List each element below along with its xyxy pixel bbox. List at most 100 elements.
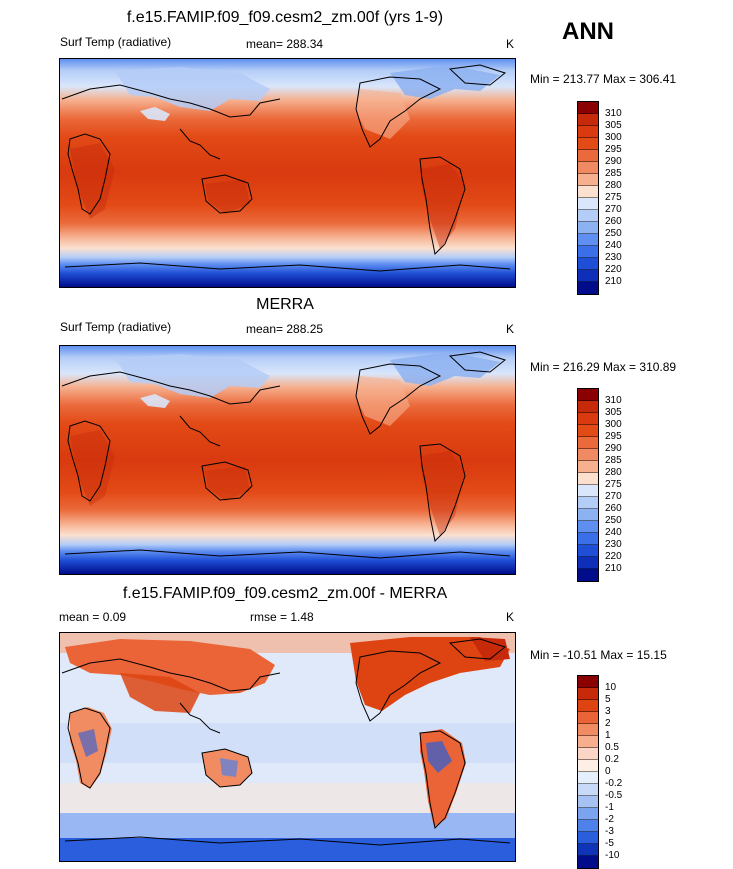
panel3-colorbar-swatch xyxy=(578,748,598,760)
panel1-colorbar-swatch xyxy=(578,174,598,186)
panel1-title: f.e15.FAMIP.f09_f09.cesm2_zm.00f (yrs 1-… xyxy=(126,9,444,26)
panel2-mean: mean= 288.25 xyxy=(246,322,324,336)
colorbar-label: 0.2 xyxy=(605,754,619,765)
colorbar-label: 0.5 xyxy=(605,742,619,753)
panel3-colorbar-swatch xyxy=(578,808,598,820)
panel1-colorbar-swatch xyxy=(578,162,598,174)
colorbar-label: 300 xyxy=(605,419,622,430)
panel3-units: K xyxy=(506,610,515,624)
colorbar-label: 275 xyxy=(605,479,622,490)
colorbar-label: 275 xyxy=(605,192,622,203)
panel2-map-svg xyxy=(60,346,515,574)
panel3-colorbar xyxy=(577,675,599,869)
panel3-rmse: rmse = 1.48 xyxy=(250,610,314,624)
panel2-colorbar-swatch xyxy=(578,473,598,485)
panel2-colorbar-swatch xyxy=(578,389,598,401)
panel2-colorbar-swatch xyxy=(578,533,598,545)
panel1-colorbar-swatch xyxy=(578,186,598,198)
panel3-title: f.e15.FAMIP.f09_f09.cesm2_zm.00f - MERRA xyxy=(122,585,448,602)
colorbar-label: 305 xyxy=(605,120,622,131)
panel1-colorbar-swatch xyxy=(578,150,598,162)
colorbar-label: 295 xyxy=(605,144,622,155)
panel2-colorbar-swatch xyxy=(578,437,598,449)
colorbar-label: 260 xyxy=(605,503,622,514)
colorbar-label: -3 xyxy=(605,826,614,837)
panel1-model-map xyxy=(59,58,516,288)
panel3-map-svg xyxy=(60,633,515,861)
panel1-colorbar xyxy=(577,101,599,295)
colorbar-label: 5 xyxy=(605,694,611,705)
colorbar-label: 300 xyxy=(605,132,622,143)
panel3-colorbar-swatch xyxy=(578,772,598,784)
panel1-colorbar-swatch xyxy=(578,222,598,234)
colorbar-label: 240 xyxy=(605,240,622,251)
panel2-obs-map xyxy=(59,345,516,575)
colorbar-label: 310 xyxy=(605,108,622,119)
colorbar-label: -1 xyxy=(605,802,614,813)
panel2-colorbar xyxy=(577,388,599,582)
panel2-colorbar-swatch xyxy=(578,461,598,473)
panel2-colorbar-swatch xyxy=(578,401,598,413)
panel2-units: K xyxy=(506,322,515,336)
colorbar-label: 0 xyxy=(605,766,611,777)
panel1-colorbar-swatch xyxy=(578,114,598,126)
panel3-colorbar-swatch xyxy=(578,760,598,772)
panel3-colorbar-swatch xyxy=(578,712,598,724)
panel2-minmax: Min = 216.29 Max = 310.89 xyxy=(530,360,677,374)
colorbar-label: 10 xyxy=(605,682,617,693)
panel3-colorbar-swatch xyxy=(578,832,598,844)
panel3-colorbar-swatch xyxy=(578,724,598,736)
colorbar-label: 295 xyxy=(605,431,622,442)
panel3-colorbar-swatch xyxy=(578,736,598,748)
panel2-colorbar-swatch xyxy=(578,521,598,533)
panel1-colorbar-swatch xyxy=(578,246,598,258)
panel2-variable: Surf Temp (radiative) xyxy=(60,320,172,334)
colorbar-label: 260 xyxy=(605,216,622,227)
panel2-colorbar-swatch xyxy=(578,569,598,581)
colorbar-label: 285 xyxy=(605,455,622,466)
colorbar-label: 2 xyxy=(605,718,611,729)
panel3-colorbar-swatch xyxy=(578,820,598,832)
panel2-colorbar-swatch xyxy=(578,449,598,461)
panel3-minmax: Min = -10.51 Max = 15.15 xyxy=(530,648,667,662)
panel3-colorbar-swatch xyxy=(578,676,598,688)
panel1-map-svg xyxy=(60,59,515,287)
colorbar-label: 210 xyxy=(605,276,622,287)
colorbar-label: 3 xyxy=(605,706,611,717)
colorbar-label: 270 xyxy=(605,204,622,215)
colorbar-label: 210 xyxy=(605,563,622,574)
panel2-colorbar-swatch xyxy=(578,509,598,521)
panel2-colorbar-swatch xyxy=(578,425,598,437)
panel1-colorbar-swatch xyxy=(578,234,598,246)
colorbar-label: 220 xyxy=(605,264,622,275)
panel2-colorbar-swatch xyxy=(578,485,598,497)
panel3-diff-map xyxy=(59,632,516,862)
colorbar-label: 230 xyxy=(605,252,622,263)
colorbar-label: 250 xyxy=(605,515,622,526)
colorbar-label: 305 xyxy=(605,407,622,418)
panel1-colorbar-swatch xyxy=(578,138,598,150)
panel1-colorbar-swatch xyxy=(578,102,598,114)
panel2-colorbar-swatch xyxy=(578,413,598,425)
colorbar-label: 1 xyxy=(605,730,611,741)
colorbar-label: 285 xyxy=(605,168,622,179)
panel2-colorbar-swatch xyxy=(578,497,598,509)
panel2-title: MERRA xyxy=(256,296,314,313)
panel1-variable: Surf Temp (radiative) xyxy=(60,35,172,49)
colorbar-label: 250 xyxy=(605,228,622,239)
colorbar-label: 290 xyxy=(605,443,622,454)
panel1-mean: mean= 288.34 xyxy=(246,37,324,51)
colorbar-label: 280 xyxy=(605,467,622,478)
colorbar-label: 240 xyxy=(605,527,622,538)
panel3-colorbar-swatch xyxy=(578,796,598,808)
panel2-colorbar-swatch xyxy=(578,557,598,569)
colorbar-label: 220 xyxy=(605,551,622,562)
panel1-colorbar-swatch xyxy=(578,198,598,210)
season-label: ANN xyxy=(562,18,614,45)
colorbar-label: -0.5 xyxy=(605,790,623,801)
colorbar-label: 270 xyxy=(605,491,622,502)
panel1-colorbar-swatch xyxy=(578,210,598,222)
panel3-colorbar-swatch xyxy=(578,856,598,868)
colorbar-label: -2 xyxy=(605,814,614,825)
panel2-colorbar-swatch xyxy=(578,545,598,557)
